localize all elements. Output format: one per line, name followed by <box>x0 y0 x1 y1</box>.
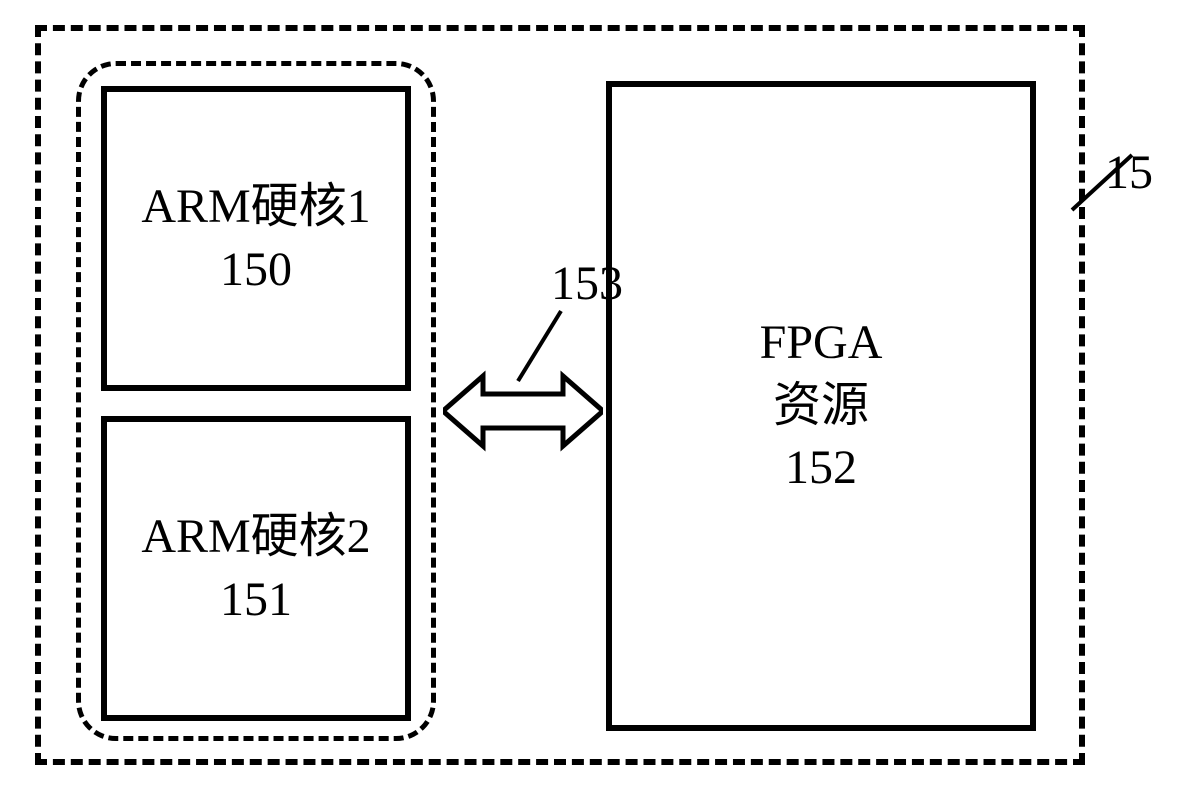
arm-core-1-box: ARM硬核1 150 <box>101 86 411 391</box>
arm-cores-group: ARM硬核1 150 ARM硬核2 151 <box>76 61 436 741</box>
pointer-line-153 <box>513 306 573 386</box>
fpga-title-line1: FPGA <box>760 312 883 374</box>
arm-core-2-title: ARM硬核2 <box>141 506 370 568</box>
arrow-label: 153 <box>551 256 623 311</box>
arm-core-2-number: 151 <box>220 569 292 631</box>
fpga-title-line2: 资源 <box>773 375 869 437</box>
arm-core-1-number: 150 <box>220 239 292 301</box>
arm-core-2-box: ARM硬核2 151 <box>101 416 411 721</box>
outer-dashed-container: ARM硬核1 150 ARM硬核2 151 FPGA 资源 152 153 <box>35 25 1085 765</box>
outer-label: 15 <box>1105 145 1153 200</box>
fpga-number: 152 <box>785 437 857 499</box>
fpga-box: FPGA 资源 152 <box>606 81 1036 731</box>
arm-core-1-title: ARM硬核1 <box>141 176 370 238</box>
